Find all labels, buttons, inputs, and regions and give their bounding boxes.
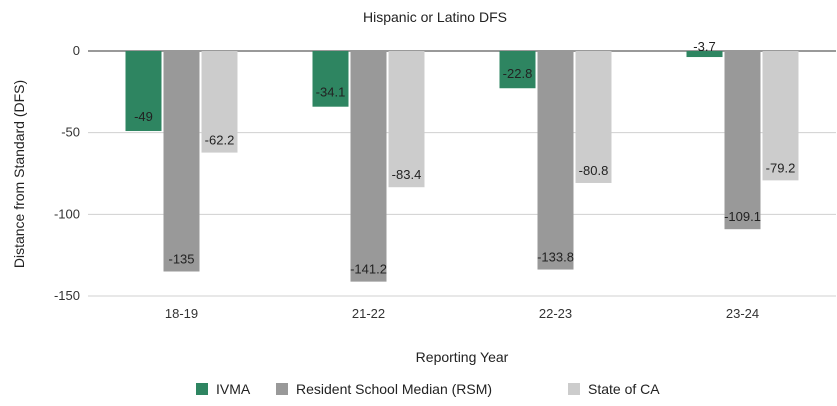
- legend-swatch: [276, 383, 288, 395]
- data-label: -133.8: [537, 250, 574, 265]
- data-labels: -49 -135 -62.2 -34.1 -141.2 -83.4 -22.8 -133.8 -…: [134, 39, 795, 277]
- data-label: -79.2: [766, 160, 796, 175]
- data-label: -62.2: [205, 133, 235, 148]
- data-label: -22.8: [503, 66, 533, 81]
- data-label: -135: [168, 252, 194, 267]
- bar-resident-school-median-rsm-21-22: [350, 51, 387, 282]
- bar-state-of-ca-23-24: [762, 51, 799, 181]
- y-tick-label: -50: [61, 125, 80, 140]
- data-label: -49: [134, 109, 153, 124]
- x-axis-label: Reporting Year: [416, 349, 509, 365]
- bar-resident-school-median-rsm-18-19: [163, 51, 200, 272]
- gridlines: [88, 50, 836, 297]
- x-tick-label: 18-19: [165, 306, 198, 321]
- bar-state-of-ca-18-19: [201, 51, 238, 153]
- x-tick-label: 22-23: [539, 306, 572, 321]
- bar-ivma-21-22: [312, 51, 349, 107]
- bar-state-of-ca-22-23: [575, 51, 612, 183]
- bar-ivma-23-24: [686, 51, 723, 58]
- chart-title: Hispanic or Latino DFS: [363, 9, 507, 25]
- bars: [125, 51, 799, 282]
- legend-item-label: State of CA: [588, 381, 660, 397]
- bar-resident-school-median-rsm-23-24: [724, 51, 761, 230]
- data-label: -34.1: [316, 85, 346, 100]
- data-label: -3.7: [693, 39, 715, 54]
- data-label: -109.1: [724, 209, 761, 224]
- y-axis-ticks: 0 -50 -100 -150: [54, 43, 80, 303]
- data-label: -80.8: [579, 163, 609, 178]
- legend: IVMA Resident School Median (RSM) State of…: [196, 381, 660, 397]
- y-tick-label: -150: [54, 288, 80, 303]
- data-label: -141.2: [350, 262, 387, 277]
- legend-item-label: Resident School Median (RSM): [296, 381, 492, 397]
- y-tick-label: -100: [54, 206, 80, 221]
- x-tick-label: 23-24: [726, 306, 759, 321]
- bar-ivma-18-19: [125, 51, 162, 132]
- bar-resident-school-median-rsm-22-23: [537, 51, 574, 270]
- bar-state-of-ca-21-22: [388, 51, 425, 188]
- y-tick-label: 0: [73, 43, 80, 58]
- legend-item-label: IVMA: [216, 381, 251, 397]
- y-axis-label: Distance from Standard (DFS): [11, 80, 27, 268]
- data-label: -83.4: [392, 167, 422, 182]
- x-axis-ticks: 18-19 21-22 22-23 23-24: [165, 306, 759, 321]
- legend-swatch: [568, 383, 580, 395]
- bar-ivma-22-23: [499, 51, 536, 89]
- legend-swatch: [196, 383, 208, 395]
- x-tick-label: 21-22: [352, 306, 385, 321]
